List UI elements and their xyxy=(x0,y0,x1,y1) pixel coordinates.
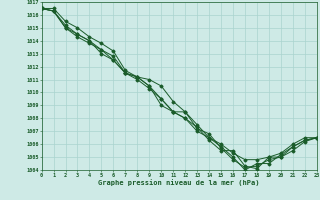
X-axis label: Graphe pression niveau de la mer (hPa): Graphe pression niveau de la mer (hPa) xyxy=(99,179,260,186)
